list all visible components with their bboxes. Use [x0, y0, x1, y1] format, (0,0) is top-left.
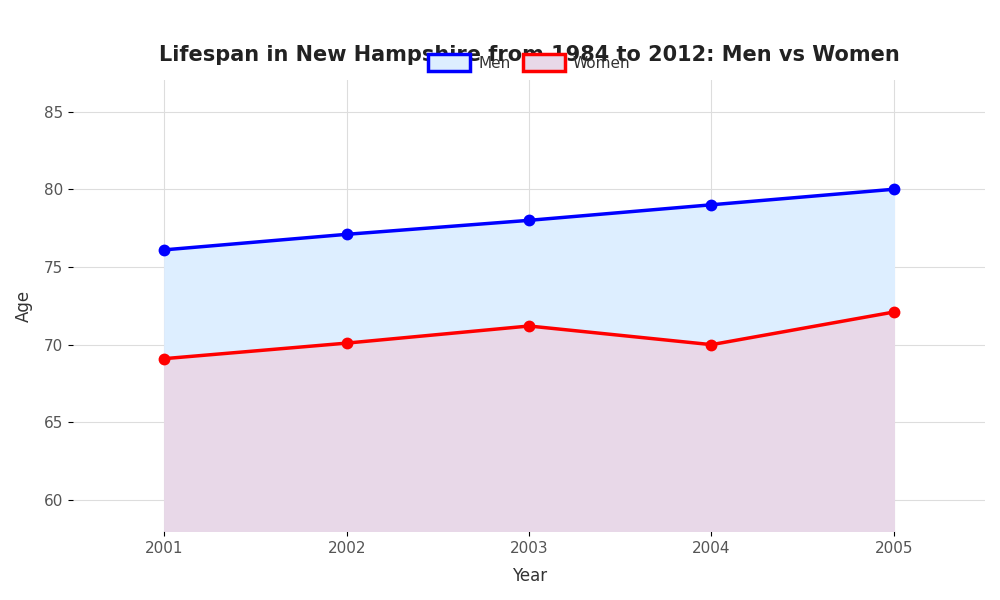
- Legend: Men, Women: Men, Women: [422, 47, 637, 77]
- Title: Lifespan in New Hampshire from 1984 to 2012: Men vs Women: Lifespan in New Hampshire from 1984 to 2…: [159, 45, 899, 65]
- Y-axis label: Age: Age: [15, 290, 33, 322]
- X-axis label: Year: Year: [512, 567, 547, 585]
